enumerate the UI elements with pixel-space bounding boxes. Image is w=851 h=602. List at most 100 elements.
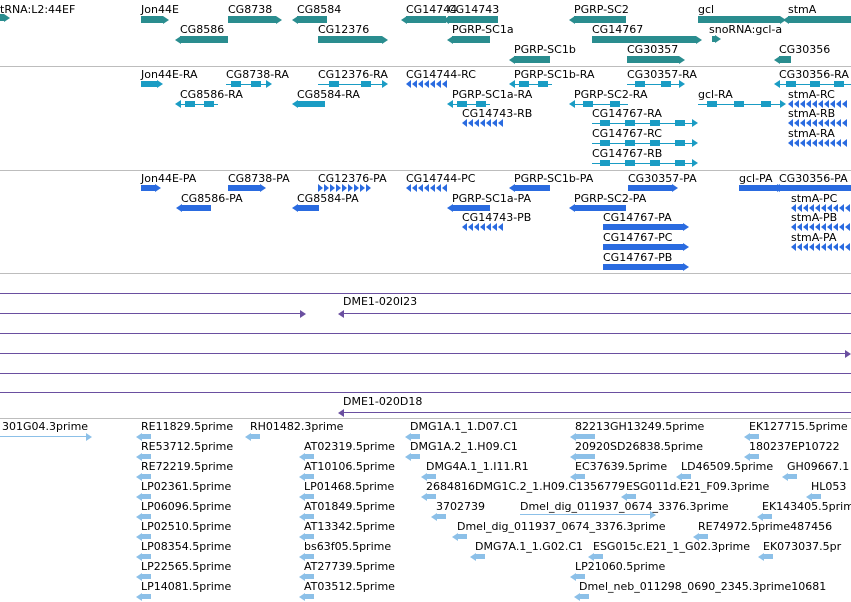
feature-glyph[interactable] [603,244,683,250]
feature-glyph[interactable] [791,223,851,231]
feature-glyph[interactable] [343,313,851,314]
feature-glyph[interactable] [788,119,851,127]
feature-label[interactable]: CG12376-RA [318,68,388,81]
feature-label[interactable]: LP06096.5prime [141,500,232,513]
feature-glyph[interactable] [304,474,314,479]
feature-glyph[interactable] [426,474,436,479]
feature-glyph[interactable] [343,412,851,413]
feature-glyph[interactable] [304,574,314,579]
feature-label[interactable]: LP22565.5prime [141,560,232,573]
feature-label[interactable]: DME1-020I23 [343,295,418,308]
feature-glyph[interactable] [574,101,628,107]
feature-glyph[interactable] [575,454,595,459]
feature-glyph[interactable] [452,205,490,211]
feature-glyph[interactable] [763,554,773,559]
feature-label[interactable]: gcl-RA [698,88,733,101]
feature-glyph[interactable] [141,474,151,479]
feature-glyph[interactable] [226,81,266,87]
feature-glyph[interactable] [791,204,851,212]
feature-label[interactable]: CG14743-RB [462,107,533,120]
feature-label[interactable]: 3702739 [436,500,485,513]
feature-label[interactable]: stmA-PA [791,231,837,244]
feature-glyph[interactable] [304,494,314,499]
feature-label[interactable]: PGRP-SC1b-RA [514,68,595,81]
feature-glyph[interactable] [141,434,151,439]
feature-glyph[interactable] [574,16,626,23]
feature-glyph[interactable] [406,80,448,88]
feature-label[interactable]: CG14767 [592,23,644,36]
feature-glyph[interactable] [318,81,382,87]
feature-glyph[interactable] [297,205,319,211]
feature-glyph[interactable] [592,160,692,166]
feature-glyph[interactable] [592,120,692,126]
feature-glyph[interactable] [626,494,636,499]
feature-glyph[interactable] [788,16,851,23]
feature-label[interactable]: DMG1A.1_1.D07.C1 [410,420,518,433]
feature-label[interactable]: RE72219.5prime [141,460,234,473]
feature-label[interactable]: PGRP-SC2 [574,3,629,16]
feature-label[interactable]: CG30357-PA [628,172,697,185]
feature-label[interactable]: RE74972.5prime487456 [698,520,833,533]
feature-label[interactable]: PGRP-SC1a [452,23,514,36]
feature-label[interactable]: 2684816DMG1C.2_1.H09.C1356779 [426,480,626,493]
feature-label[interactable]: CG8738-PA [228,172,290,185]
feature-glyph[interactable] [712,36,715,42]
feature-label[interactable]: CG8586-PA [181,192,243,205]
feature-label[interactable]: tRNA:L2:44EF [0,3,76,16]
feature-label[interactable]: stmA [788,3,817,16]
feature-label[interactable]: CG30357 [627,43,679,56]
feature-label[interactable]: AT03512.5prime [304,580,395,593]
feature-glyph[interactable] [141,494,151,499]
feature-glyph[interactable] [141,454,151,459]
feature-glyph[interactable] [811,494,821,499]
feature-label[interactable]: AT13342.5prime [304,520,395,533]
feature-label[interactable]: Dmel_dig_011937_0674_3376.3prime [457,520,666,533]
feature-glyph[interactable] [575,434,595,439]
feature-glyph[interactable] [0,373,851,374]
feature-label[interactable]: LP21060.5prime [575,560,666,573]
feature-glyph[interactable] [250,434,260,439]
feature-glyph[interactable] [698,101,780,107]
feature-label[interactable]: EC37639.5prime [575,460,668,473]
feature-label[interactable]: CG14767-RC [592,127,662,140]
feature-glyph[interactable] [575,474,585,479]
feature-label[interactable]: AT02319.5prime [304,440,395,453]
feature-glyph[interactable] [318,36,382,43]
feature-label[interactable]: CG30356 [779,43,831,56]
feature-label[interactable]: CG14767-PC [603,231,673,244]
feature-label[interactable]: CG8584-RA [297,88,360,101]
feature-label[interactable]: RE11829.5prime [141,420,234,433]
feature-label[interactable]: EK127715.5prime [749,420,848,433]
feature-label[interactable]: 301G04.3prime [2,420,89,433]
feature-label[interactable]: CG14767-PB [603,251,673,264]
feature-label[interactable]: LP01468.5prime [304,480,395,493]
feature-glyph[interactable] [514,185,550,191]
feature-glyph[interactable] [779,56,791,63]
feature-glyph[interactable] [788,100,851,108]
feature-label[interactable]: CG14767-RB [592,147,663,160]
feature-glyph[interactable] [180,101,218,107]
feature-glyph[interactable] [779,185,851,191]
feature-label[interactable]: gcl-PA [739,172,773,185]
feature-glyph[interactable] [475,554,485,559]
feature-glyph[interactable] [181,205,211,211]
feature-label[interactable]: CG14743 [448,3,500,16]
feature-label[interactable]: CG30356-PA [779,172,848,185]
feature-glyph[interactable] [575,574,585,579]
feature-label[interactable]: CG14744 [406,3,458,16]
feature-glyph[interactable] [579,594,589,599]
feature-label[interactable]: ESG015c.E21_1_G02.3prime [593,540,751,553]
feature-label[interactable]: LP14081.5prime [141,580,232,593]
feature-glyph[interactable] [436,514,446,519]
feature-glyph[interactable] [779,81,851,87]
feature-glyph[interactable] [791,243,851,251]
feature-glyph[interactable] [592,140,692,146]
feature-label[interactable]: CG14744-RC [406,68,476,81]
feature-label[interactable]: Dmel_dig_011937_0674_3376.3prime [520,500,729,513]
feature-label[interactable]: CG8738-RA [226,68,289,81]
feature-label[interactable]: PGRP-SC1b [514,43,576,56]
feature-glyph[interactable] [698,16,780,23]
feature-label[interactable]: DME1-020D18 [343,395,423,408]
feature-glyph[interactable] [627,56,679,63]
feature-label[interactable]: CG12376 [318,23,370,36]
